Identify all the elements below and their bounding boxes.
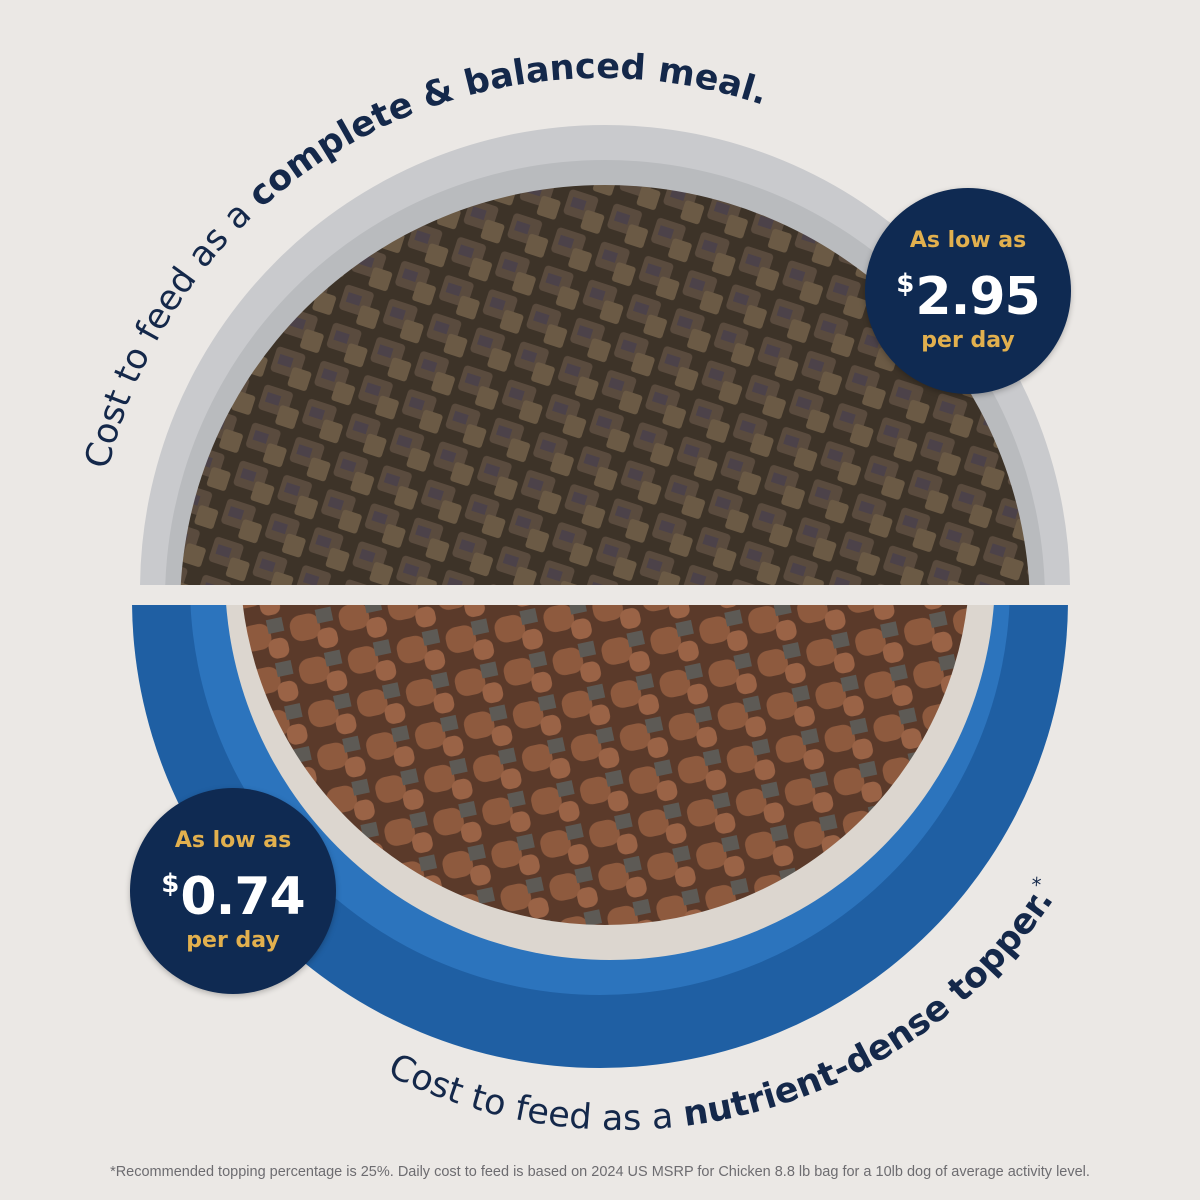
badge-price: $2.95 [896,267,1040,327]
badge-unit: per day [921,328,1015,353]
badge-price: $0.74 [161,867,305,927]
price-badge-complete-meal: As low as $2.95 per day [865,188,1071,394]
badge-label: As low as [909,228,1027,253]
topper-bowl [132,605,1068,1068]
footnote: *Recommended topping percentage is 25%. … [110,1164,1090,1180]
complete-meal-bowl [140,125,1070,585]
badge-unit: per day [186,928,280,953]
badge-label: As low as [174,828,292,853]
price-badge-topper: As low as $0.74 per day [130,788,336,994]
